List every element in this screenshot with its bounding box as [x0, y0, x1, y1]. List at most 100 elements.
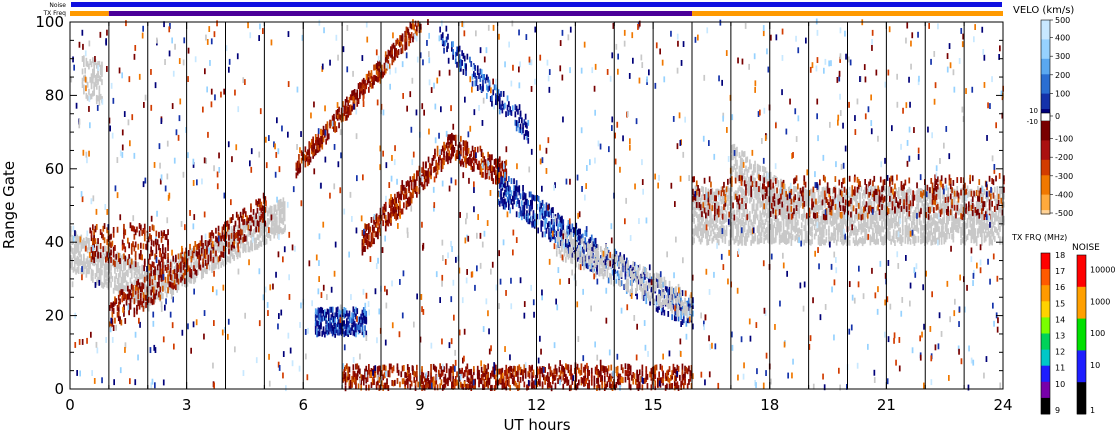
- data-cell: [732, 210, 734, 217]
- data-cell: [138, 265, 141, 272]
- data-cell: [356, 89, 359, 96]
- data-cell: [449, 375, 452, 382]
- data-cell: [384, 201, 387, 208]
- data-cell: [566, 237, 568, 244]
- data-cell: [558, 214, 561, 221]
- data-cell: [607, 253, 610, 259]
- data-cell: [443, 141, 445, 148]
- data-cell: [570, 384, 572, 391]
- data-cell: [220, 244, 222, 251]
- data-cell: [346, 329, 348, 336]
- data-cell: [716, 201, 719, 208]
- data-cell: [495, 93, 497, 100]
- data-cell: [715, 188, 717, 195]
- data-cell: [371, 232, 374, 239]
- data-cell: [300, 150, 303, 157]
- data-cell: [440, 366, 443, 372]
- data-cell: [390, 217, 392, 223]
- data-cell: [739, 186, 742, 193]
- data-cell: [662, 306, 664, 313]
- data-cell: [469, 56, 471, 63]
- data-cell: [447, 134, 449, 141]
- data-cell: [123, 228, 125, 234]
- data-cell: [391, 197, 394, 204]
- data-cell: [624, 363, 627, 370]
- data-cell: [217, 263, 220, 270]
- data-cell: [251, 245, 254, 252]
- data-cell: [460, 65, 462, 72]
- data-cell: [567, 229, 570, 236]
- data-cell: [375, 222, 378, 228]
- data-cell: [826, 218, 829, 225]
- data-cell: [663, 309, 666, 316]
- data-cell: [489, 154, 492, 161]
- data-cell: [813, 233, 816, 240]
- data-cell: [786, 214, 789, 221]
- data-cell: [447, 33, 449, 40]
- data-cell: [165, 260, 168, 266]
- data-cell: [660, 287, 663, 294]
- data-cell: [797, 208, 799, 215]
- data-cell: [255, 237, 257, 244]
- data-cell: [589, 255, 592, 261]
- data-cell: [251, 240, 254, 247]
- data-cell: [523, 381, 526, 388]
- data-cell: [531, 364, 533, 371]
- data-cell: [353, 378, 356, 385]
- data-cell: [334, 331, 336, 338]
- data-cell: [75, 268, 77, 275]
- data-cell: [206, 245, 208, 252]
- data-cell: [636, 376, 638, 383]
- data-cell: [365, 330, 368, 337]
- data-cell: [222, 260, 225, 267]
- data-cell: [308, 147, 311, 153]
- data-cell: [391, 48, 394, 55]
- data-cell: [128, 242, 130, 249]
- data-cell: [579, 369, 581, 376]
- data-cell: [486, 84, 488, 91]
- data-cell: [164, 253, 167, 260]
- data-cell: [377, 379, 379, 386]
- data-cell: [187, 265, 190, 272]
- data-cell: [625, 278, 628, 285]
- data-cell: [404, 371, 406, 378]
- data-cell: [833, 197, 835, 204]
- data-cell: [580, 252, 583, 259]
- data-cell: [491, 100, 493, 107]
- data-cell: [705, 215, 707, 222]
- data-cell: [432, 166, 435, 173]
- data-cell: [405, 193, 408, 199]
- data-cell: [605, 366, 607, 373]
- data-cell: [124, 293, 127, 300]
- data-cell: [313, 143, 316, 150]
- data-cell: [715, 234, 717, 240]
- data-cell: [426, 170, 429, 177]
- data-cell: [215, 235, 217, 242]
- data-cell: [467, 157, 470, 163]
- data-cell: [541, 381, 544, 388]
- data-cell: [142, 283, 145, 290]
- data-cell: [344, 372, 347, 379]
- data-cell: [483, 156, 486, 163]
- data-cell: [461, 383, 463, 390]
- data-cell: [426, 375, 429, 382]
- data-cell: [133, 286, 136, 293]
- data-cell: [252, 209, 255, 215]
- data-cell: [600, 376, 602, 383]
- data-cell: [416, 186, 418, 192]
- data-cell: [482, 152, 484, 159]
- data-cell: [449, 142, 452, 149]
- data-cell: [311, 144, 313, 151]
- data-cell: [587, 369, 589, 376]
- data-cell: [314, 139, 317, 146]
- data-cell: [653, 366, 655, 373]
- data-cell: [759, 237, 762, 244]
- data-cell: [632, 273, 635, 280]
- data-cell: [470, 385, 473, 391]
- data-cell: [553, 219, 555, 225]
- data-cell: [123, 285, 125, 292]
- data-cell: [325, 318, 327, 324]
- data-cell: [469, 383, 471, 390]
- data-cell: [681, 290, 684, 296]
- data-cell: [791, 198, 794, 205]
